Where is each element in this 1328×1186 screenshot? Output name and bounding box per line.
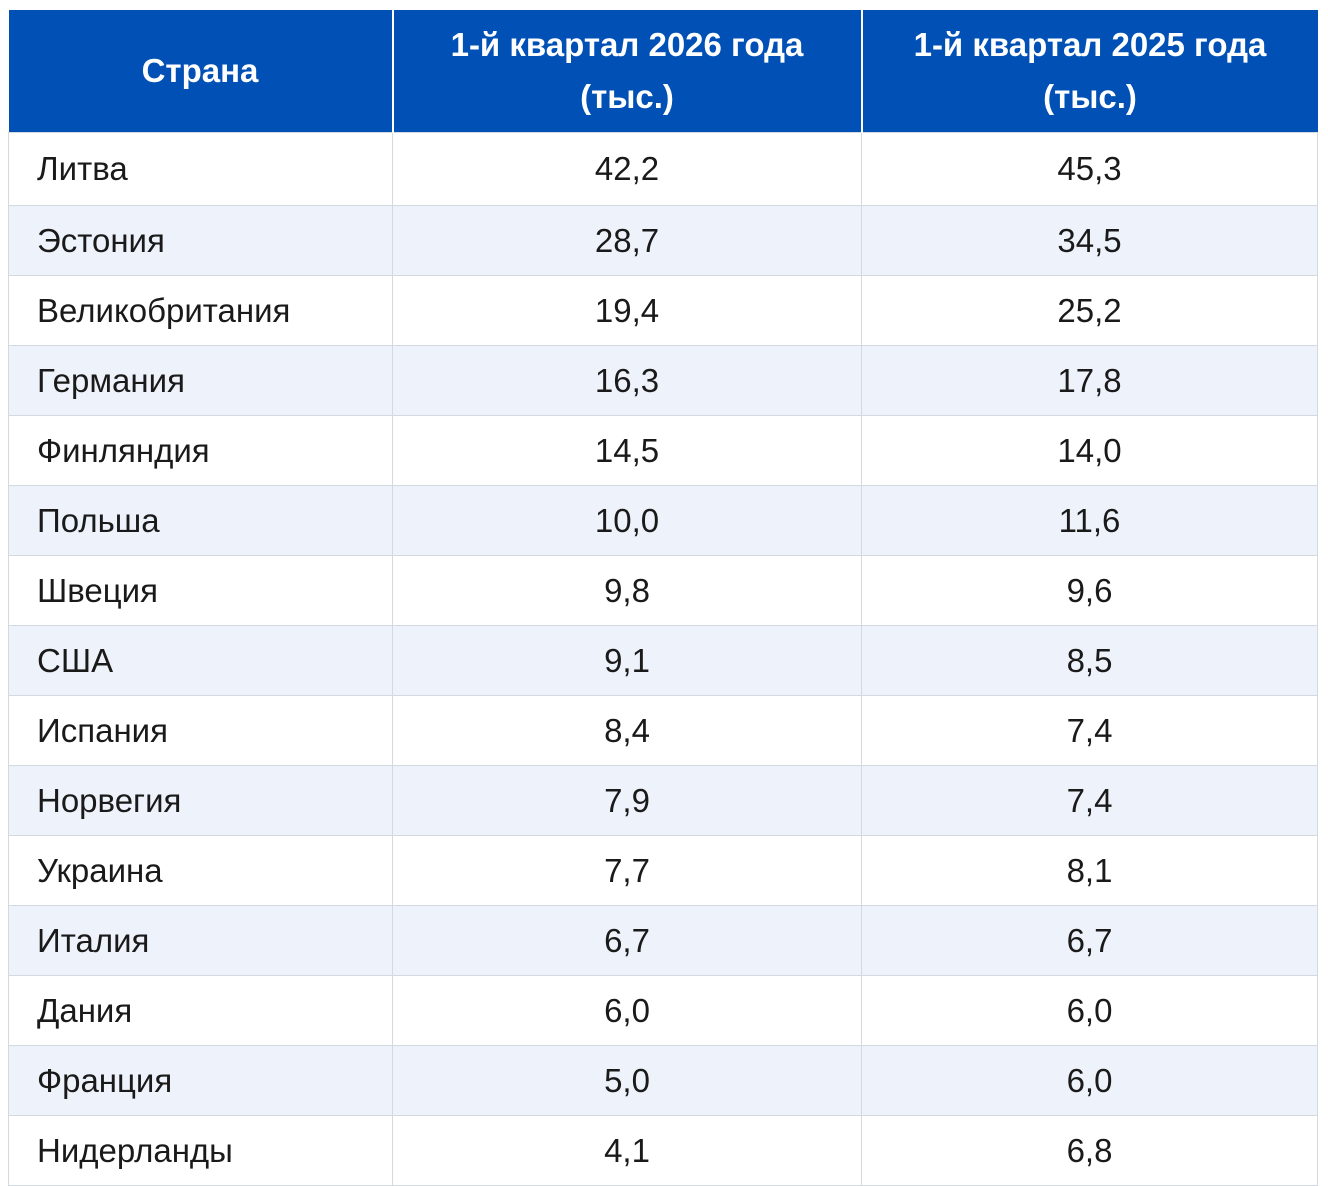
cell-q1-2026: 16,3: [392, 345, 862, 416]
cell-country: Польша: [8, 485, 393, 556]
cell-country: Швеция: [8, 555, 393, 626]
cell-q1-2025: 6,7: [861, 905, 1318, 976]
data-table-container: Страна 1-й квартал 2026 года (тыс.) 1-й …: [8, 10, 1318, 1186]
table-row: Нидерланды 4,1 6,8: [8, 1115, 1318, 1186]
cell-q1-2026: 5,0: [392, 1045, 862, 1116]
cell-country: Литва: [8, 132, 393, 206]
table-row: США 9,1 8,5: [8, 625, 1318, 696]
header-q1-2026: 1-й квартал 2026 года (тыс.): [391, 10, 862, 133]
table-row: Финляндия 14,5 14,0: [8, 415, 1318, 486]
table-row: Франция 5,0 6,0: [8, 1045, 1318, 1116]
cell-q1-2025: 6,0: [861, 975, 1318, 1046]
cell-q1-2026: 14,5: [392, 415, 862, 486]
cell-q1-2026: 19,4: [392, 275, 862, 346]
cell-q1-2025: 25,2: [861, 275, 1318, 346]
cell-q1-2026: 7,9: [392, 765, 862, 836]
cell-country: США: [8, 625, 393, 696]
table-row: Литва 42,2 45,3: [8, 132, 1318, 206]
cell-q1-2025: 45,3: [861, 132, 1318, 206]
cell-q1-2025: 8,5: [861, 625, 1318, 696]
header-country: Страна: [8, 10, 393, 133]
cell-q1-2026: 6,0: [392, 975, 862, 1046]
cell-q1-2025: 6,0: [861, 1045, 1318, 1116]
table-row: Германия 16,3 17,8: [8, 345, 1318, 416]
cell-country: Норвегия: [8, 765, 393, 836]
cell-country: Великобритания: [8, 275, 393, 346]
cell-country: Дания: [8, 975, 393, 1046]
header-row: Страна 1-й квартал 2026 года (тыс.) 1-й …: [8, 10, 1318, 133]
table-row: Украина 7,7 8,1: [8, 835, 1318, 906]
cell-q1-2026: 6,7: [392, 905, 862, 976]
header-q1-2025: 1-й квартал 2025 года (тыс.): [860, 10, 1318, 133]
country-comparison-table: Страна 1-й квартал 2026 года (тыс.) 1-й …: [8, 10, 1318, 1186]
cell-q1-2025: 34,5: [861, 205, 1318, 276]
cell-country: Нидерланды: [8, 1115, 393, 1186]
table-row: Великобритания 19,4 25,2: [8, 275, 1318, 346]
cell-q1-2025: 8,1: [861, 835, 1318, 906]
table-row: Дания 6,0 6,0: [8, 975, 1318, 1046]
cell-q1-2025: 9,6: [861, 555, 1318, 626]
table-header: Страна 1-й квартал 2026 года (тыс.) 1-й …: [8, 10, 1318, 133]
table-row: Италия 6,7 6,7: [8, 905, 1318, 976]
cell-q1-2025: 17,8: [861, 345, 1318, 416]
cell-q1-2025: 11,6: [861, 485, 1318, 556]
cell-q1-2026: 10,0: [392, 485, 862, 556]
table-row: Эстония 28,7 34,5: [8, 205, 1318, 276]
cell-q1-2026: 42,2: [392, 132, 862, 206]
cell-country: Украина: [8, 835, 393, 906]
cell-country: Испания: [8, 695, 393, 766]
cell-q1-2026: 4,1: [392, 1115, 862, 1186]
table-row: Испания 8,4 7,4: [8, 695, 1318, 766]
cell-country: Италия: [8, 905, 393, 976]
table-row: Норвегия 7,9 7,4: [8, 765, 1318, 836]
cell-q1-2025: 7,4: [861, 765, 1318, 836]
cell-q1-2025: 14,0: [861, 415, 1318, 486]
cell-q1-2025: 7,4: [861, 695, 1318, 766]
cell-q1-2026: 28,7: [392, 205, 862, 276]
cell-q1-2026: 8,4: [392, 695, 862, 766]
cell-country: Эстония: [8, 205, 393, 276]
cell-q1-2026: 9,1: [392, 625, 862, 696]
table-row: Польша 10,0 11,6: [8, 485, 1318, 556]
cell-q1-2026: 9,8: [392, 555, 862, 626]
cell-country: Германия: [8, 345, 393, 416]
cell-q1-2025: 6,8: [861, 1115, 1318, 1186]
cell-country: Финляндия: [8, 415, 393, 486]
table-body: Литва 42,2 45,3 Эстония 28,7 34,5 Великобритан…: [8, 132, 1318, 1186]
table-row: Швеция 9,8 9,6: [8, 555, 1318, 626]
cell-q1-2026: 7,7: [392, 835, 862, 906]
cell-country: Франция: [8, 1045, 393, 1116]
